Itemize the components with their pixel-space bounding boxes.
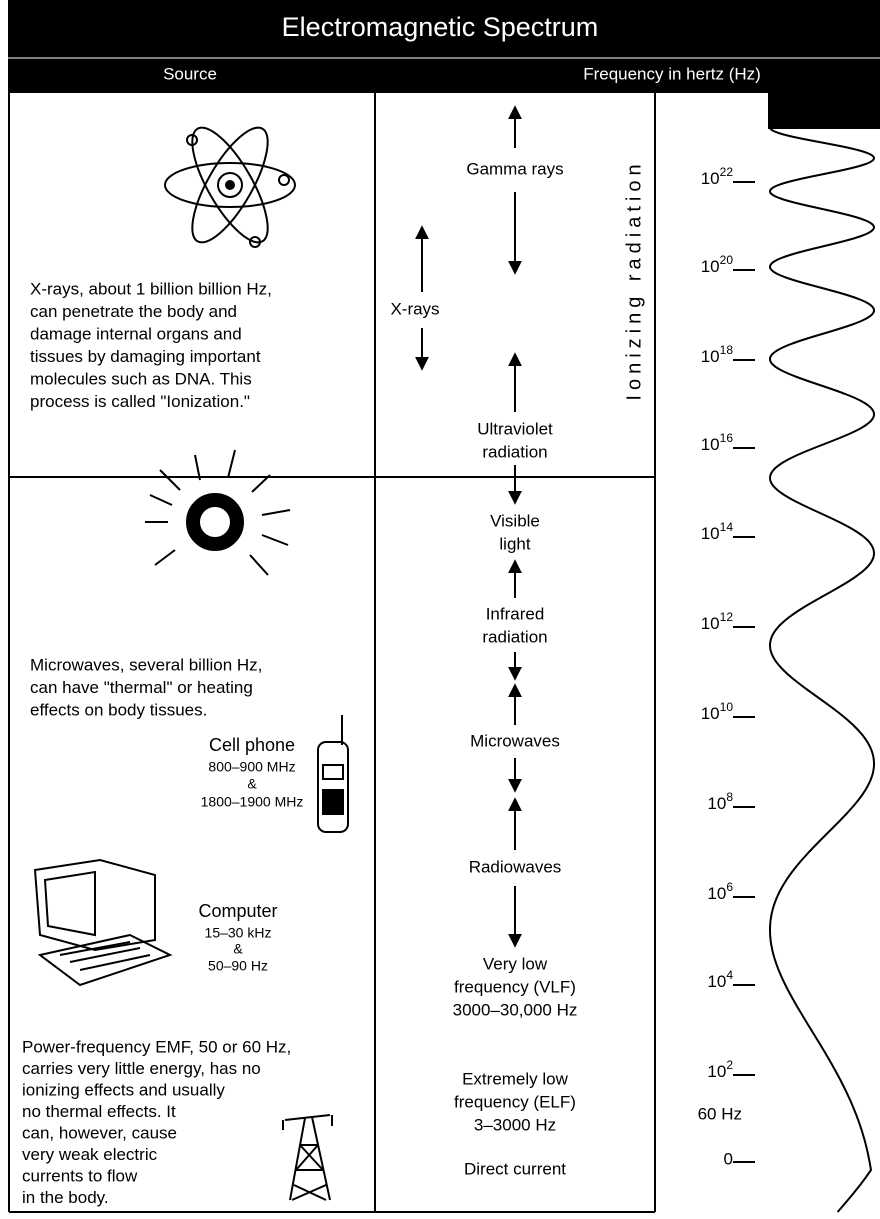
scale-label: 1022 [701, 165, 734, 188]
scale-label: 1018 [701, 343, 734, 366]
scale-base: 10 [701, 614, 720, 633]
scale-base: 10 [701, 524, 720, 543]
scale-label: 1014 [701, 520, 734, 543]
scale-label: 60 Hz [698, 1104, 742, 1123]
band-label: Extremely low [462, 1069, 569, 1088]
computer-note: & [233, 941, 243, 957]
band-label: light [499, 534, 530, 553]
power-note: in the body. [22, 1188, 109, 1207]
wave-top [768, 93, 880, 129]
band-label: frequency (ELF) [454, 1092, 576, 1111]
power-note: no thermal effects. It [22, 1102, 176, 1121]
power-note: very weak electric [22, 1145, 158, 1164]
power-note: currents to flow [22, 1166, 138, 1185]
cell-phone-note: Cell phone [209, 735, 295, 755]
cell-phone-note: 1800–1900 MHz [201, 794, 304, 810]
scale-exp: 22 [720, 165, 734, 179]
scale-label: 102 [707, 1058, 733, 1081]
band-label: Radiowaves [469, 857, 562, 876]
sun-icon [145, 449, 291, 576]
cell-phone-icon [317, 715, 349, 833]
scale-exp: 20 [720, 253, 734, 267]
ionizing-label: Ionizing radiation [623, 159, 645, 400]
computer-note: 50–90 Hz [208, 958, 268, 974]
band-label: Ultraviolet [477, 419, 553, 438]
band-label: 3–3000 Hz [474, 1115, 556, 1134]
scale-base: 10 [707, 1062, 726, 1081]
source-heading: Source [163, 64, 217, 83]
scale-label: 0 [724, 1149, 733, 1168]
microwave-note: Microwaves, several billion Hz, [30, 655, 262, 674]
band-label: 3000–30,000 Hz [453, 1000, 578, 1019]
microwave-note: effects on body tissues. [30, 700, 207, 719]
tower-icon [282, 1114, 333, 1201]
band-label: frequency (VLF) [454, 977, 576, 996]
scale-base: 10 [707, 972, 726, 991]
band-label: Very low [483, 954, 548, 973]
scale-exp: 2 [726, 1058, 733, 1072]
xray-note: can penetrate the body and [30, 302, 237, 321]
xray-note: molecules such as DNA. This [30, 369, 252, 388]
cell-phone-note: & [247, 776, 257, 792]
scale-exp: 12 [720, 610, 734, 624]
power-note: Power-frequency EMF, 50 or 60 Hz, [22, 1037, 291, 1056]
scale-exp: 18 [720, 343, 734, 357]
arrows [415, 105, 522, 948]
scale-exp: 4 [726, 968, 733, 982]
scale-exp: 10 [720, 700, 734, 714]
xray-note: damage internal organs and [30, 324, 242, 343]
band-label: Direct current [464, 1159, 566, 1178]
atom-icon [164, 126, 296, 248]
scale-label: 108 [707, 790, 733, 813]
scale-base: 10 [701, 347, 720, 366]
scale-base: 10 [707, 884, 726, 903]
frequency-heading: Frequency in hertz (Hz) [583, 64, 761, 83]
band-label: Gamma rays [466, 159, 563, 178]
scale-label: 1010 [701, 700, 734, 723]
scale-label: 1020 [701, 253, 734, 276]
power-note: can, however, cause [22, 1123, 177, 1142]
scale-label: 106 [707, 880, 733, 903]
microwave-note: can have "thermal" or heating [30, 678, 253, 697]
scale-base: 10 [701, 704, 720, 723]
scale-label: 1012 [701, 610, 734, 633]
scale-base: 10 [701, 169, 720, 188]
power-note: carries very little energy, has no [22, 1059, 261, 1078]
scale-exp: 16 [720, 431, 734, 445]
title: Electromagnetic Spectrum [282, 12, 599, 42]
scale-exp: 6 [726, 880, 733, 894]
band-label: X-rays [390, 299, 439, 318]
header-bar [8, 0, 880, 93]
xray-note: X-rays, about 1 billion billion Hz, [30, 279, 272, 298]
scale-label: 1016 [701, 431, 734, 454]
band-label: radiation [482, 442, 547, 461]
band-label: radiation [482, 627, 547, 646]
scale-base: 10 [701, 435, 720, 454]
wave [768, 127, 876, 1213]
scale-label: 104 [707, 968, 733, 991]
frame [8, 93, 656, 1213]
computer-note: 15–30 kHz [205, 925, 272, 941]
band-label: Visible [490, 511, 540, 530]
computer-icon [33, 858, 173, 987]
scale-base: 10 [707, 794, 726, 813]
scale-exp: 14 [720, 520, 734, 534]
xray-note: tissues by damaging important [30, 347, 261, 366]
cell-phone-note: 800–900 MHz [208, 759, 295, 775]
scale-exp: 8 [726, 790, 733, 804]
computer-note: Computer [198, 901, 277, 921]
xray-note: process is called "Ionization." [30, 392, 250, 411]
power-note: ionizing effects and usually [22, 1080, 225, 1099]
scale-base: 10 [701, 257, 720, 276]
band-label: Infrared [486, 604, 545, 623]
band-label: Microwaves [470, 731, 560, 750]
